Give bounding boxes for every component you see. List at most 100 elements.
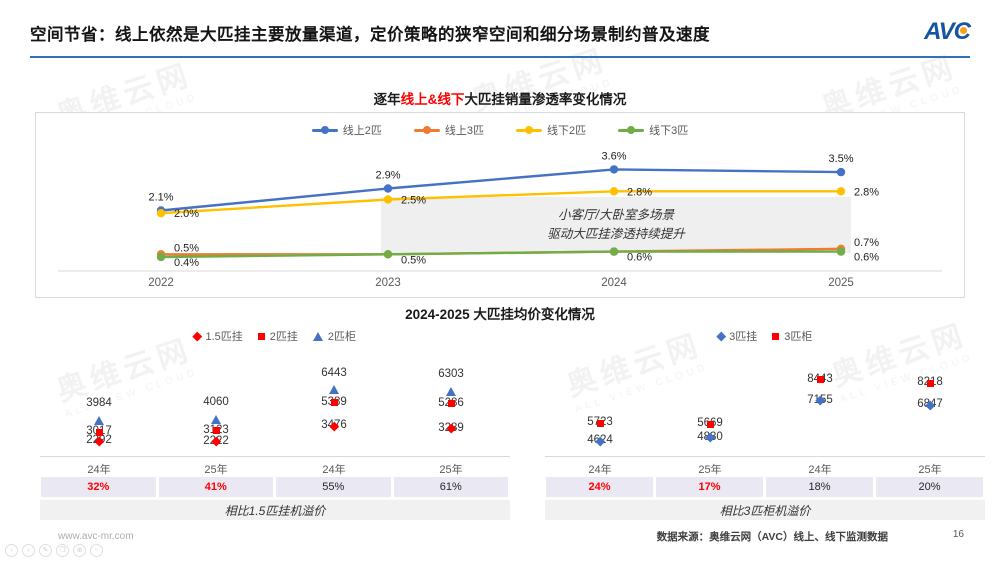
legend-item: 2匹柜	[312, 328, 357, 344]
legend-item: 线上3匹	[413, 122, 484, 138]
annotation-box: 小客厅/大卧室多场景 驱动大匹挂渗透持续提升	[381, 197, 851, 253]
axis-line	[545, 456, 985, 457]
data-label: 2.5%	[401, 195, 426, 207]
square-marker-icon	[596, 419, 604, 427]
price-label: 6303	[438, 368, 464, 381]
premium-band: 24% 17% 18% 20%	[545, 477, 985, 497]
square-marker-icon	[447, 400, 455, 408]
year-label: 24年	[808, 464, 832, 476]
price-label: 4060	[203, 396, 229, 409]
premium-value: 18%	[766, 477, 873, 497]
legend-item: 3匹挂	[716, 328, 758, 344]
more-icon[interactable]: −	[90, 544, 103, 557]
x-axis-label: 2022	[148, 277, 174, 289]
data-label: 0.4%	[174, 257, 199, 269]
copy-icon[interactable]: ❐	[56, 544, 69, 557]
data-label: 3.6%	[601, 150, 626, 162]
website-link[interactable]: www.avc-mr.com	[58, 531, 134, 542]
legend-label: 2匹柜	[327, 331, 357, 343]
triangle-marker-icon	[328, 385, 339, 395]
data-label: 3.5%	[828, 153, 853, 165]
data-label: 0.7%	[854, 237, 879, 249]
line-chart-plot: 2.1% 2.9% 3.6% 3.5% 0.5% 0.7% 2.0% 2.5% 2.8% 2.8%…	[58, 150, 942, 289]
year-label: 25年	[204, 464, 228, 476]
premium-value: 61%	[393, 477, 508, 497]
legend-item: 线上2匹	[311, 122, 382, 138]
year-label: 25年	[439, 464, 463, 476]
premium-value: 32%	[41, 477, 156, 497]
page-title: 空间节省：线上依然是大匹挂主要放量渠道，定价策略的狭窄空间和细分场景制约普及速度	[30, 26, 710, 44]
zoom-icon[interactable]: ⊕	[73, 544, 86, 557]
price-chart-3hp-legend: 3匹挂 3匹柜	[545, 328, 985, 344]
square-marker-icon	[816, 376, 824, 384]
x-axis-label: 2023	[375, 277, 401, 289]
data-label: 2.9%	[375, 170, 400, 182]
page-number: 16	[952, 529, 964, 540]
penetration-line-chart: 线上2匹 线上3匹 线下2匹 线下3匹 小客厅/大卧室多场景 驱动大匹挂渗透持续提升 …	[35, 112, 965, 298]
premium-value: 55%	[276, 477, 391, 497]
data-label: 0.6%	[854, 252, 879, 264]
legend-label: 3匹柜	[784, 331, 813, 343]
year-label: 25年	[698, 464, 722, 476]
line-marker-icon	[618, 126, 645, 134]
annotation-line-1: 小客厅/大卧室多场景	[558, 207, 674, 222]
price-section-title: 2024-2025 大匹挂均价变化情况	[405, 307, 595, 322]
next-icon[interactable]: ›	[22, 544, 35, 557]
legend-label: 线下3匹	[649, 125, 689, 137]
price-chart-2hp-points: 2292222234763289301731235389528639844060…	[40, 325, 510, 521]
legend-item: 2匹挂	[257, 328, 298, 344]
price-label: 3984	[86, 397, 112, 410]
square-marker-icon	[926, 379, 934, 387]
x-axis-label: 2025	[828, 277, 854, 289]
data-source-note: 数据来源：奥维云网（AVC）线上、线下监测数据	[656, 531, 888, 543]
year-label: 25年	[918, 464, 942, 476]
price-label: 6443	[321, 366, 347, 379]
prev-icon[interactable]: ‹	[5, 544, 18, 557]
legend-label: 线上3匹	[444, 125, 484, 137]
legend-label: 线下2匹	[547, 125, 587, 137]
data-label: 2.8%	[627, 186, 652, 198]
line-marker-icon	[311, 126, 338, 134]
legend-item: 1.5匹挂	[192, 328, 243, 344]
data-label: 2.8%	[854, 186, 879, 198]
data-label: 2.1%	[148, 192, 173, 204]
square-marker-icon	[212, 427, 220, 435]
premium-value: 17%	[656, 477, 763, 497]
square-marker-icon	[772, 332, 780, 340]
triangle-marker-icon	[93, 415, 104, 425]
premium-caption: 相比3匹柜机溢价	[545, 500, 985, 520]
data-label: 0.5%	[174, 242, 199, 254]
legend-label: 3匹挂	[729, 331, 758, 343]
premium-caption: 相比1.5匹挂机溢价	[40, 500, 510, 520]
line-chart-legend: 线上2匹 线上3匹 线下2匹 线下3匹	[36, 122, 964, 138]
legend-label: 线上2匹	[342, 125, 382, 137]
axis-line	[40, 456, 510, 457]
triangle-marker-icon	[312, 331, 323, 341]
avc-logo-dot-icon	[960, 27, 967, 34]
data-label: 2.0%	[174, 208, 199, 220]
data-label: 0.5%	[401, 254, 426, 266]
square-marker-icon	[95, 428, 103, 436]
header-divider	[30, 56, 970, 58]
line-marker-icon	[413, 126, 440, 134]
legend-item: 线下2匹	[516, 122, 586, 138]
legend-label: 1.5匹挂	[205, 331, 243, 343]
premium-band: 32% 41% 55% 61%	[40, 477, 510, 497]
premium-value: 20%	[876, 477, 983, 497]
legend-item: 线下3匹	[618, 122, 688, 138]
year-label: 24年	[322, 464, 346, 476]
legend-item: 3匹柜	[772, 328, 812, 344]
line-marker-icon	[516, 126, 542, 134]
square-marker-icon	[257, 332, 265, 340]
square-marker-icon	[706, 420, 714, 428]
viewer-controls: ‹ › ✎ ❐ ⊕ −	[5, 544, 103, 557]
price-chart-3hp-points: 46244830715568475723566984438218	[545, 325, 985, 521]
x-axis-label: 2024	[601, 277, 627, 289]
edit-icon[interactable]: ✎	[39, 544, 52, 557]
premium-value: 41%	[158, 477, 273, 497]
annotation-line-2: 驱动大匹挂渗透持续提升	[547, 227, 685, 241]
price-chart-2hp-legend: 1.5匹挂 2匹挂 2匹柜	[40, 328, 510, 344]
